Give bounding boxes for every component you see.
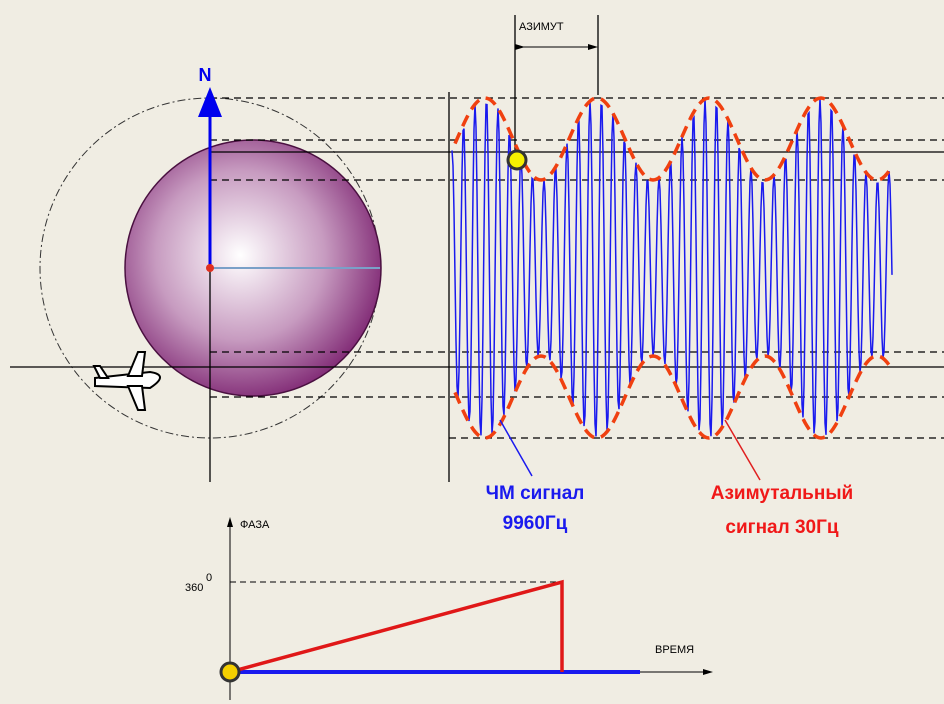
fm-label: 9960Гц — [503, 513, 568, 534]
north-label: N — [199, 65, 212, 85]
center-dot — [206, 264, 214, 272]
phase-max-label: 360 — [185, 582, 203, 594]
azimuth-pointer — [724, 419, 761, 481]
azimuth-signal-label: сигнал 30Гц — [725, 517, 838, 538]
fm-signal — [451, 98, 893, 437]
phase-axis-label: ФАЗА — [240, 519, 270, 531]
envelope-top — [453, 96, 893, 182]
azimuth-signal-label: Азимутальный — [711, 483, 853, 504]
phase-max-sup: 0 — [206, 572, 212, 584]
fm-label: ЧМ сигнал — [486, 483, 585, 504]
phase-dot — [506, 149, 528, 171]
azimuth-label: АЗИМУТ — [519, 21, 564, 33]
airplane — [92, 351, 161, 411]
phase-ramp — [229, 579, 564, 674]
time-axis-label: ВРЕМЯ — [655, 644, 694, 656]
origin-dot — [219, 661, 241, 683]
fm-pointer — [499, 419, 533, 477]
envelope-bottom — [453, 354, 893, 440]
